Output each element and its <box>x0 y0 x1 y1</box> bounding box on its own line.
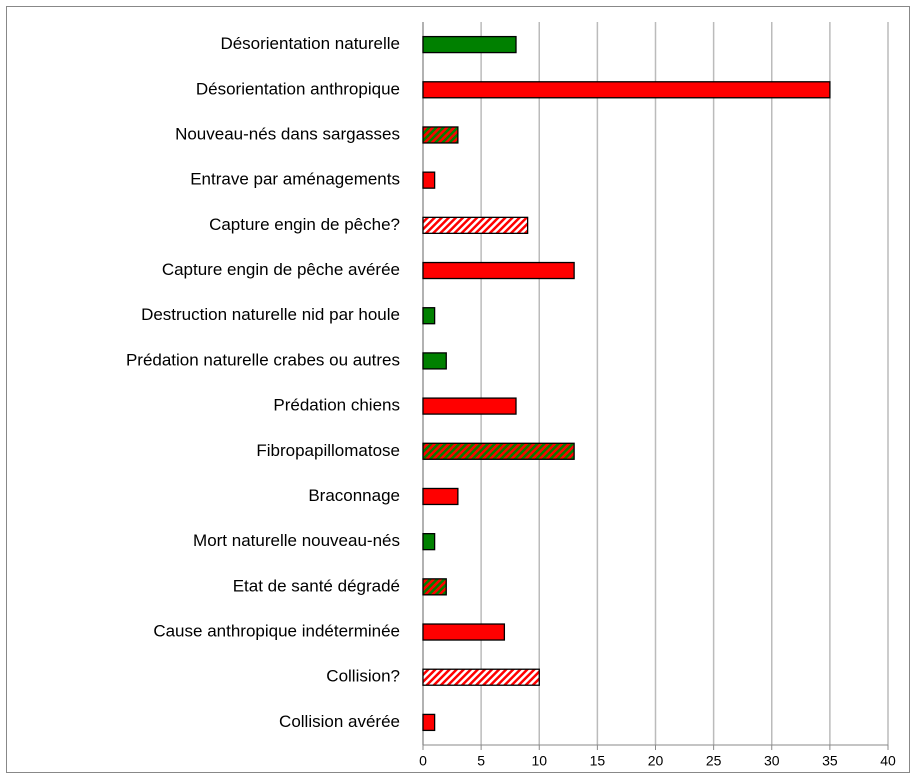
y-tick-label: Entrave par aménagements <box>190 170 400 189</box>
x-tick-label: 40 <box>880 753 896 769</box>
bar <box>422 261 575 280</box>
y-tick-label: Collision avérée <box>279 712 400 731</box>
bar <box>422 533 436 551</box>
y-tick-label: Prédation chiens <box>273 396 400 415</box>
bar <box>422 307 436 325</box>
chart-frame <box>6 6 910 773</box>
x-tick-label: 30 <box>764 753 780 769</box>
y-tick-label: Etat de santé dégradé <box>233 576 400 595</box>
bar <box>422 352 447 370</box>
bar <box>422 35 517 54</box>
x-tick-label: 35 <box>822 753 838 769</box>
x-tick-label: 15 <box>590 753 606 769</box>
bar <box>422 713 436 732</box>
bar <box>422 487 459 506</box>
bar <box>422 442 575 460</box>
y-tick-label: Fibropapillomatose <box>256 441 400 460</box>
y-tick-label: Collision? <box>326 667 400 686</box>
x-tick-label: 5 <box>477 753 485 769</box>
x-tick-label: 10 <box>531 753 547 769</box>
bar <box>422 668 540 686</box>
y-tick-label: Destruction naturelle nid par houle <box>141 305 400 324</box>
bar <box>422 171 436 189</box>
x-tick-label: 25 <box>706 753 722 769</box>
y-tick-label: Braconnage <box>308 486 400 505</box>
y-tick-label: Capture engin de pêche avérée <box>162 260 400 279</box>
bar <box>422 216 529 234</box>
y-tick-label: Désorientation anthropique <box>196 79 400 98</box>
y-tick-label: Mort naturelle nouveau-nés <box>193 531 400 550</box>
y-tick-label: Cause anthropique indéterminée <box>153 622 400 641</box>
y-tick-label: Capture engin de pêche? <box>209 215 400 234</box>
y-tick-label: Prédation naturelle crabes ou autres <box>126 350 400 369</box>
bar <box>422 81 831 99</box>
x-tick-label: 20 <box>648 753 664 769</box>
bar <box>422 126 459 144</box>
bar <box>422 578 447 596</box>
bar <box>422 623 506 641</box>
y-tick-label: Nouveau-nés dans sargasses <box>175 124 400 143</box>
x-tick-label: 0 <box>419 753 427 769</box>
y-tick-label: Désorientation naturelle <box>220 34 400 53</box>
bar <box>422 397 517 415</box>
